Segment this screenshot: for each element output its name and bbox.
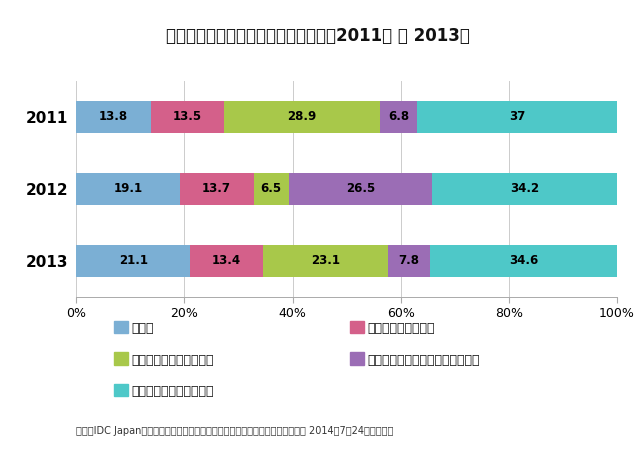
Bar bbox=[254, 173, 289, 205]
Text: 興味はない／分からない: 興味はない／分からない bbox=[132, 386, 214, 398]
Text: 7.8: 7.8 bbox=[398, 255, 419, 267]
Text: 13.5: 13.5 bbox=[173, 111, 202, 123]
Bar bbox=[190, 245, 263, 277]
Bar bbox=[388, 245, 430, 277]
Bar bbox=[76, 173, 179, 205]
Bar bbox=[263, 245, 388, 277]
Text: 34.2: 34.2 bbox=[510, 183, 539, 195]
Text: 28.9: 28.9 bbox=[287, 111, 317, 123]
Bar bbox=[289, 173, 432, 205]
Bar bbox=[151, 101, 224, 133]
Bar bbox=[179, 173, 254, 205]
Text: 13.8: 13.8 bbox=[99, 111, 128, 123]
Bar bbox=[76, 101, 151, 133]
Text: パブリッククラウドの利用検討状況、2011年 ～ 2013年: パブリッククラウドの利用検討状況、2011年 ～ 2013年 bbox=[166, 27, 470, 45]
Text: 利用を前提に検討中: 利用を前提に検討中 bbox=[367, 323, 434, 335]
Text: 13.4: 13.4 bbox=[212, 255, 241, 267]
Text: 6.5: 6.5 bbox=[261, 183, 282, 195]
Text: 興味があり、情報収集中: 興味があり、情報収集中 bbox=[132, 354, 214, 367]
Bar bbox=[380, 101, 417, 133]
Text: 13.7: 13.7 bbox=[202, 183, 231, 195]
Text: 23.1: 23.1 bbox=[311, 255, 340, 267]
Text: 26.5: 26.5 bbox=[346, 183, 375, 195]
Bar bbox=[417, 101, 617, 133]
Text: 出典：IDC Japanプレスリリース「国内クラウド市場ユーザー動向調査を発表」 2014年7月24日発表より: 出典：IDC Japanプレスリリース「国内クラウド市場ユーザー動向調査を発表」… bbox=[76, 427, 394, 436]
Text: 21.1: 21.1 bbox=[119, 255, 148, 267]
Bar bbox=[430, 245, 617, 277]
Text: 37: 37 bbox=[509, 111, 525, 123]
Text: 19.1: 19.1 bbox=[113, 183, 142, 195]
Text: 34.6: 34.6 bbox=[509, 255, 538, 267]
Text: 検討したが利用しないことに決定: 検討したが利用しないことに決定 bbox=[367, 354, 480, 367]
Bar bbox=[76, 245, 190, 277]
Text: 利用中: 利用中 bbox=[132, 323, 154, 335]
Text: 6.8: 6.8 bbox=[388, 111, 409, 123]
Bar bbox=[432, 173, 617, 205]
Bar bbox=[224, 101, 380, 133]
